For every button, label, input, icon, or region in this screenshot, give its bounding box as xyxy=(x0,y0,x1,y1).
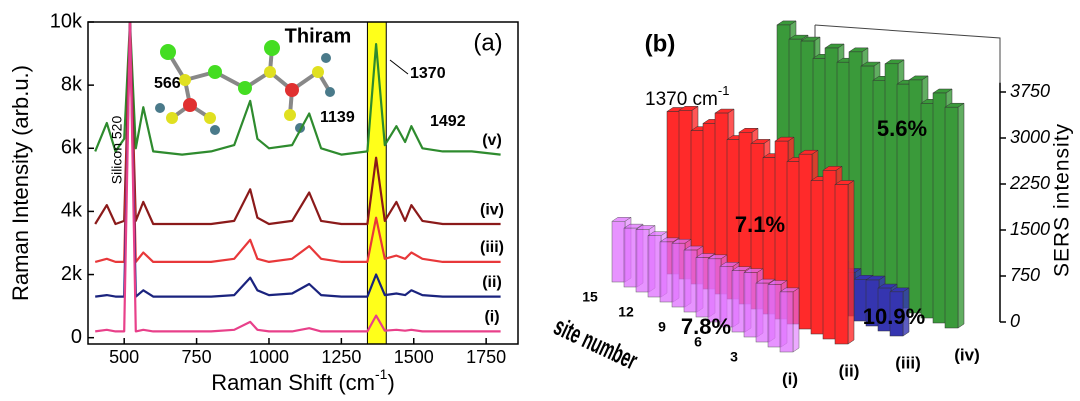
z-tick-label: 3750 xyxy=(1010,81,1050,101)
site-tick-label: 12 xyxy=(618,304,634,320)
series-label: (iii) xyxy=(480,239,504,256)
bar-front xyxy=(873,80,886,298)
x-axis-label: Raman Shift (cm-1) xyxy=(211,366,395,395)
bar-front xyxy=(756,283,769,342)
bar-front xyxy=(624,228,637,287)
x-axis-label-sup: -1 xyxy=(375,366,388,382)
bar-front xyxy=(945,107,958,328)
z-tick-label: 0 xyxy=(1010,311,1020,331)
site-tick-label: 9 xyxy=(658,319,666,335)
site-tick-label: 3 xyxy=(730,349,738,365)
bar-front xyxy=(744,273,757,337)
bar-front xyxy=(933,93,946,323)
y-tick-label: 0 xyxy=(71,326,82,348)
series-label: (i) xyxy=(484,309,499,326)
bar-side xyxy=(793,288,799,352)
y-tick-label: 6k xyxy=(61,137,83,159)
y-tick-label: 4k xyxy=(61,200,83,222)
site-tick-label: 15 xyxy=(582,289,598,305)
bar-front xyxy=(708,259,721,322)
spectrum-line xyxy=(95,22,500,262)
wavenumber-annotation: 1370 cm-1 xyxy=(645,83,729,110)
z-tick-label: 3000 xyxy=(1010,127,1050,147)
x-tick-label: 1000 xyxy=(249,347,289,367)
x-tick-label: 750 xyxy=(182,347,212,367)
group-label: (iv) xyxy=(954,345,980,364)
bar-front xyxy=(612,221,625,282)
bar-front xyxy=(732,271,745,332)
bar-side xyxy=(848,181,854,344)
bar-front xyxy=(885,64,898,303)
group-label: (iii) xyxy=(895,353,921,372)
x-tick-label: 1500 xyxy=(394,347,434,367)
molecule xyxy=(155,40,335,135)
annotation-arrow xyxy=(390,60,408,74)
figure: (v)(iv)(iii)(ii)(i)500750100012501500175… xyxy=(0,0,1080,401)
bar-front xyxy=(811,181,824,334)
bar-front xyxy=(672,243,685,307)
x-tick-label: 1750 xyxy=(466,347,506,367)
bar-side xyxy=(958,103,964,328)
x-axis-label-main: Raman Shift (cm xyxy=(211,370,375,395)
bar-front xyxy=(861,66,874,293)
site-axis-label: site number xyxy=(549,312,642,376)
peak-annotation: 1139 xyxy=(320,109,355,126)
bar-3d xyxy=(945,103,964,328)
bar-front xyxy=(780,292,793,352)
panel-label: (a) xyxy=(473,29,502,56)
group-label: (ii) xyxy=(839,361,860,380)
bar-front xyxy=(648,236,661,297)
peak-annotation: Silicon 520 xyxy=(109,116,125,185)
bar-front xyxy=(823,170,836,339)
z-tick-label: 750 xyxy=(1010,265,1040,285)
rsd-annotation: 7.1% xyxy=(735,212,785,237)
peak-annotation: 1492 xyxy=(430,113,466,130)
z-axis-label: SERS intensity xyxy=(1051,123,1074,277)
rsd-annotation: 7.8% xyxy=(681,314,731,339)
z-tick-label: 1500 xyxy=(1010,219,1050,239)
bar-front xyxy=(835,185,848,344)
z-tick-label: 2250 xyxy=(1009,173,1050,193)
group-label: (i) xyxy=(782,369,798,388)
molecule-label: Thiram xyxy=(285,25,352,47)
bar-3d xyxy=(780,288,799,352)
bar-front xyxy=(768,284,781,347)
bar-front xyxy=(636,229,649,292)
site-tick-label: 6 xyxy=(694,334,702,350)
x-axis-label-end: ) xyxy=(387,370,394,395)
peak-annotation: 566 xyxy=(154,75,181,92)
bar-front xyxy=(696,258,709,317)
y-tick-label: 2k xyxy=(61,263,83,285)
y-axis-label: Raman Intensity (arb.u.) xyxy=(8,65,33,301)
bar-front xyxy=(799,154,812,329)
bar-front xyxy=(684,250,697,312)
rsd-annotation: 5.6% xyxy=(877,116,927,141)
series-label: (v) xyxy=(482,132,502,149)
wavenumber-main: 1370 cm xyxy=(645,89,718,110)
series-label: (iv) xyxy=(480,201,504,218)
rsd-annotation: 10.9% xyxy=(863,304,925,329)
x-tick-label: 1250 xyxy=(321,347,361,367)
y-tick-label: 10k xyxy=(50,10,83,32)
wavenumber-sup: -1 xyxy=(718,83,730,98)
highlight-band xyxy=(367,22,386,344)
peak-annotation: 1370 xyxy=(410,65,446,82)
x-tick-label: 500 xyxy=(109,347,139,367)
panel-label: (b) xyxy=(645,30,676,57)
bar-front xyxy=(660,242,673,302)
bar-3d xyxy=(835,181,854,344)
y-tick-label: 8k xyxy=(61,73,83,95)
series-label: (ii) xyxy=(482,274,502,291)
